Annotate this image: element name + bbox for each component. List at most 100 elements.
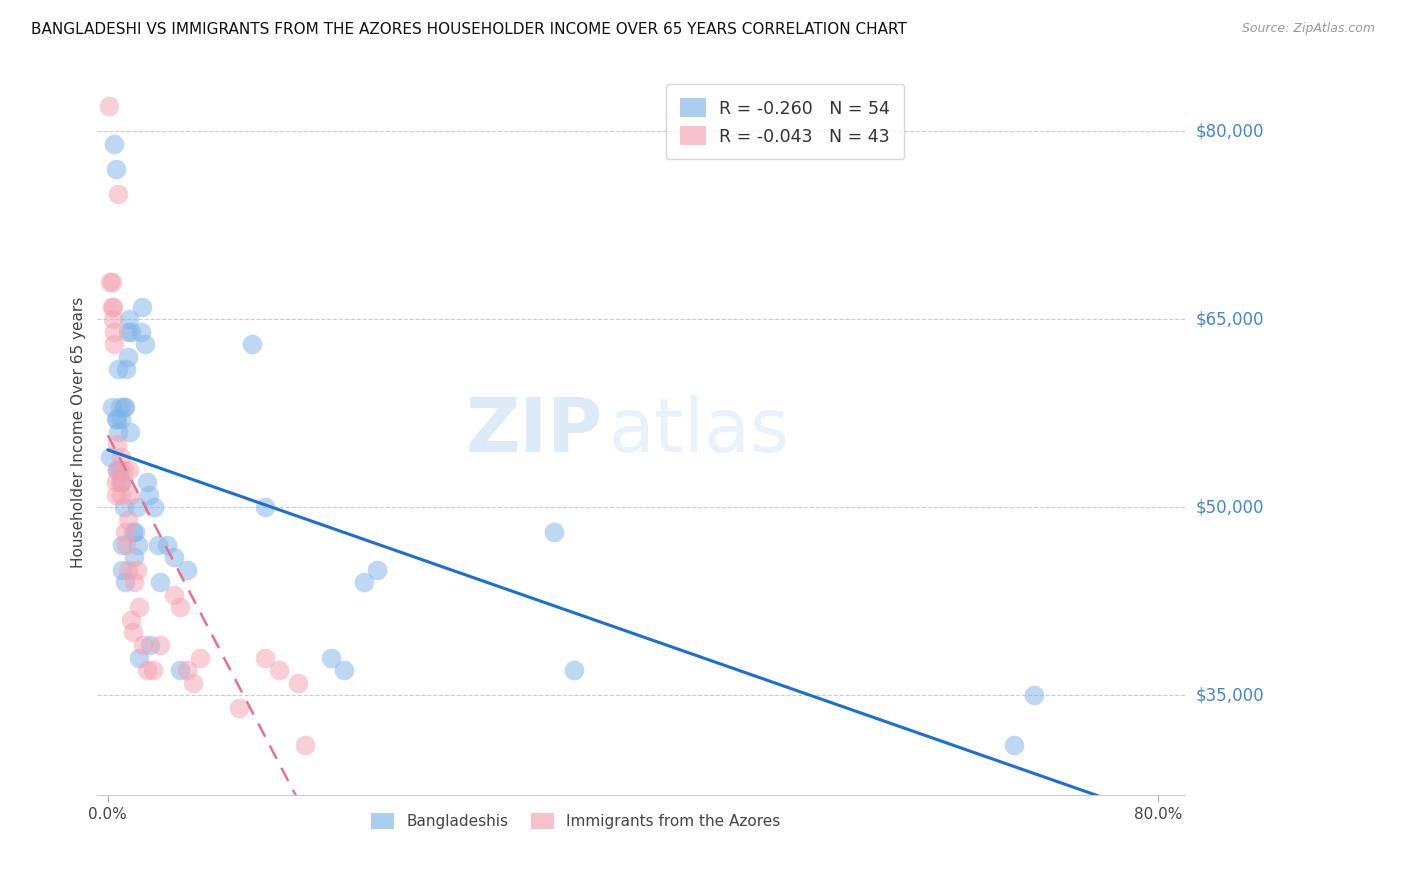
Text: BANGLADESHI VS IMMIGRANTS FROM THE AZORES HOUSEHOLDER INCOME OVER 65 YEARS CORRE: BANGLADESHI VS IMMIGRANTS FROM THE AZORE… <box>31 22 907 37</box>
Point <box>319 650 342 665</box>
Point <box>100 450 122 464</box>
Point <box>169 663 191 677</box>
Point <box>104 161 127 176</box>
Point <box>188 650 211 665</box>
Point <box>104 412 127 426</box>
Point <box>121 613 143 627</box>
Point <box>103 136 125 151</box>
Point <box>101 312 124 326</box>
Point <box>111 475 134 489</box>
Point <box>117 350 139 364</box>
Point <box>108 475 131 489</box>
Point <box>162 588 184 602</box>
Point <box>100 275 122 289</box>
Point <box>122 550 145 565</box>
Point <box>131 300 153 314</box>
Point <box>122 575 145 590</box>
Point <box>112 500 135 515</box>
Point <box>105 462 128 476</box>
Point <box>121 325 143 339</box>
Point <box>101 275 124 289</box>
Point <box>117 563 139 577</box>
Point <box>128 600 150 615</box>
Point <box>115 538 138 552</box>
Point <box>104 488 127 502</box>
Point <box>118 312 141 326</box>
Point <box>114 400 136 414</box>
Text: ZIP: ZIP <box>465 395 603 468</box>
Text: $80,000: $80,000 <box>1197 122 1264 140</box>
Point <box>562 663 585 677</box>
Point <box>125 500 148 515</box>
Point <box>98 99 121 113</box>
Point <box>103 337 125 351</box>
Point <box>110 488 132 502</box>
Point <box>107 362 129 376</box>
Point <box>108 462 131 476</box>
Point <box>105 437 128 451</box>
Point <box>156 538 179 552</box>
Point <box>124 525 146 540</box>
Point <box>128 650 150 665</box>
Point <box>114 575 136 590</box>
Point <box>149 575 172 590</box>
Point <box>294 738 316 752</box>
Point <box>108 400 131 414</box>
Point <box>141 663 163 677</box>
Point <box>107 425 129 439</box>
Point <box>110 450 132 464</box>
Point <box>103 325 125 339</box>
Point <box>112 400 135 414</box>
Y-axis label: Householder Income Over 65 years: Householder Income Over 65 years <box>72 296 86 567</box>
Point <box>117 325 139 339</box>
Point <box>101 300 124 314</box>
Point <box>240 337 263 351</box>
Point <box>120 488 142 502</box>
Point <box>132 638 155 652</box>
Point <box>353 575 375 590</box>
Point <box>136 475 159 489</box>
Point <box>127 538 149 552</box>
Point <box>169 600 191 615</box>
Point <box>117 513 139 527</box>
Text: Source: ZipAtlas.com: Source: ZipAtlas.com <box>1241 22 1375 36</box>
Point <box>1022 688 1045 702</box>
Point <box>139 638 162 652</box>
Point <box>101 300 124 314</box>
Text: $50,000: $50,000 <box>1197 498 1264 516</box>
Point <box>120 425 142 439</box>
Point <box>287 675 309 690</box>
Legend: Bangladeshis, Immigrants from the Azores: Bangladeshis, Immigrants from the Azores <box>366 806 786 835</box>
Point <box>118 462 141 476</box>
Point <box>1002 738 1025 752</box>
Point <box>162 550 184 565</box>
Point <box>110 475 132 489</box>
Point <box>101 400 124 414</box>
Point <box>254 500 277 515</box>
Point <box>142 500 165 515</box>
Point <box>134 337 156 351</box>
Point <box>105 412 128 426</box>
Point <box>176 563 198 577</box>
Point <box>115 362 138 376</box>
Point <box>107 186 129 201</box>
Point <box>228 700 250 714</box>
Point <box>176 663 198 677</box>
Point <box>114 525 136 540</box>
Point <box>111 538 134 552</box>
Point <box>104 475 127 489</box>
Point <box>121 625 143 640</box>
Point <box>121 525 143 540</box>
Point <box>267 663 290 677</box>
Point <box>181 675 204 690</box>
Point <box>138 488 160 502</box>
Point <box>111 563 134 577</box>
Point <box>129 325 152 339</box>
Text: atlas: atlas <box>609 395 789 468</box>
Text: $65,000: $65,000 <box>1197 310 1264 328</box>
Point <box>105 462 128 476</box>
Point <box>254 650 277 665</box>
Point <box>146 538 169 552</box>
Text: $35,000: $35,000 <box>1197 686 1264 704</box>
Point <box>112 462 135 476</box>
